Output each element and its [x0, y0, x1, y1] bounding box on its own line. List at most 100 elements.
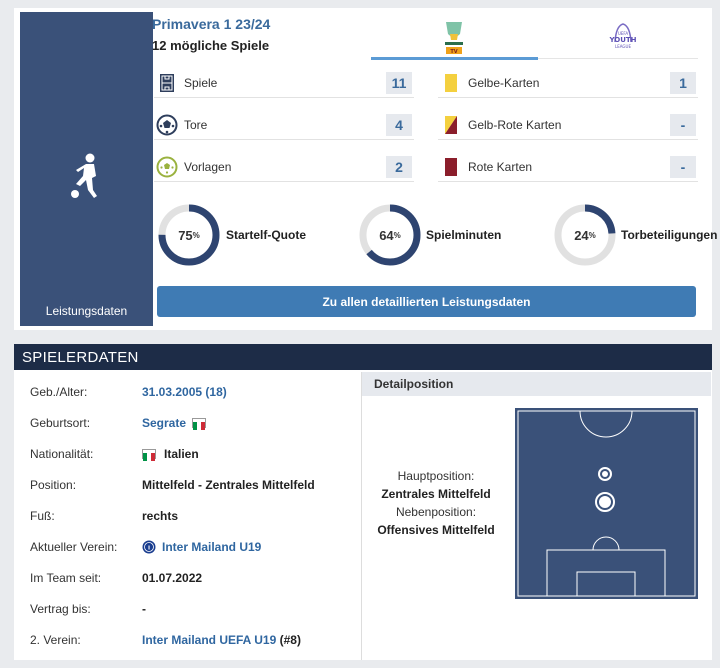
active-tab-underline — [371, 57, 538, 60]
tab-rule — [538, 58, 698, 59]
info-key: Fuß: — [30, 508, 55, 523]
inter-crest-icon: I — [142, 540, 156, 553]
stat-value[interactable]: 2 — [386, 155, 412, 178]
info-row-second-club: 2. Verein: Inter Mailand UEFA U19 (#8) — [14, 624, 359, 655]
stat-row-rote-karten: Rote Karten - — [438, 152, 698, 182]
info-row-birthplace: Geburtsort: Segrate — [14, 407, 359, 438]
donut-unit: % — [588, 230, 596, 240]
info-row-joined: Im Team seit: 01.07.2022 — [14, 562, 359, 593]
info-key: Geb./Alter: — [30, 384, 88, 399]
performance-card: Leistungsdaten Primavera 1 23/24 12 mögl… — [14, 8, 717, 330]
svg-text:LEAGUE: LEAGUE — [615, 44, 631, 49]
player-data-card: SPIELERDATEN Geb./Alter: 31.03.2005 (18)… — [14, 344, 712, 660]
info-value-joined: 01.07.2022 — [142, 570, 203, 585]
info-row-nationality: Nationalität: Italien — [14, 438, 359, 469]
info-value-foot: rechts — [142, 508, 179, 523]
performance-side-label: Leistungsdaten — [45, 304, 128, 318]
svg-text:YOUTH: YOUTH — [608, 36, 636, 44]
donut-pct: 75 — [178, 227, 193, 243]
stat-value[interactable]: 11 — [386, 71, 412, 94]
main-position-value: Zentrales Mittelfeld — [381, 487, 491, 501]
current-club-text[interactable]: Inter Mailand U19 — [162, 539, 262, 554]
second-club-number: (#8) — [279, 632, 301, 647]
yellow-red-card-icon — [440, 114, 462, 136]
stat-label: Gelb-Rote Karten — [468, 117, 562, 132]
main-position-marker — [595, 492, 615, 512]
info-value-birthdate[interactable]: 31.03.2005 (18) — [142, 384, 227, 399]
side-position-value: Offensives Mittelfeld — [377, 523, 495, 537]
primavera-logo-icon[interactable]: TV — [439, 20, 469, 56]
stat-value[interactable]: 4 — [386, 113, 412, 136]
player-data-header: SPIELERDATEN — [14, 344, 712, 370]
info-value-current-club[interactable]: I Inter Mailand U19 — [142, 540, 261, 554]
donut-chart — [554, 204, 616, 266]
donut-unit: % — [393, 230, 401, 240]
info-key: Geburtsort: — [30, 415, 91, 430]
stat-label: Spiele — [184, 75, 218, 90]
info-key: Position: — [30, 477, 77, 492]
info-key: Vertrag bis: — [30, 601, 91, 616]
info-value-contract: - — [142, 601, 146, 616]
donut-label: Startelf-Quote — [226, 228, 307, 242]
info-value-position: Mittelfeld - Zentrales Mittelfeld — [142, 477, 315, 492]
info-row-current-club: Aktueller Verein: I Inter Mailand U19 — [14, 531, 359, 562]
stat-row-tore: Tore 4 — [154, 110, 414, 140]
info-row-birth: Geb./Alter: 31.03.2005 (18) — [14, 376, 359, 407]
info-value-nationality: Italien — [142, 447, 199, 461]
italy-flag-icon — [192, 417, 207, 430]
second-club-link[interactable]: Inter Mailand UEFA U19 — [142, 632, 277, 647]
info-row-contract: Vertrag bis: - — [14, 593, 359, 624]
position-text: Hauptposition: Zentrales Mittelfeld Nebe… — [368, 467, 504, 539]
svg-text:TV: TV — [450, 49, 457, 55]
info-row-position: Position: Mittelfeld - Zentrales Mittelf… — [14, 469, 359, 500]
stat-value[interactable]: 1 — [670, 71, 696, 94]
svg-text:UEFA: UEFA — [618, 31, 628, 36]
red-card-icon — [440, 156, 462, 178]
stat-value[interactable]: - — [670, 113, 696, 136]
main-position-label: Hauptposition: — [397, 469, 475, 483]
donut-unit: % — [192, 230, 200, 240]
info-key: Aktueller Verein: — [30, 539, 118, 554]
birthplace-text[interactable]: Segrate — [142, 415, 187, 430]
uefa-youth-league-logo-icon[interactable]: UEFA YOUTH LEAGUE — [606, 22, 640, 52]
svg-text:I: I — [148, 545, 150, 551]
games-possible: 12 mögliche Spiele — [152, 38, 270, 53]
donut-pct: 24 — [574, 227, 589, 243]
performance-side-panel: Leistungsdaten — [20, 12, 153, 326]
donut-torbeteiligungen: 24% — [553, 203, 617, 267]
info-row-foot: Fuß: rechts — [14, 500, 359, 531]
stat-label: Tore — [184, 117, 208, 132]
stat-label: Vorlagen — [184, 159, 232, 174]
donut-label: Spielminuten — [426, 228, 502, 242]
donut-chart — [359, 204, 421, 266]
info-key: Nationalität: — [30, 446, 94, 461]
competition-title[interactable]: Primavera 1 23/24 — [152, 16, 271, 32]
italy-flag-icon — [142, 448, 156, 461]
donut-startelf: 75% — [157, 203, 221, 267]
stat-row-gelbe-karten: Gelbe-Karten 1 — [438, 68, 698, 98]
donut-chart — [158, 204, 220, 266]
donut-spielminuten: 64% — [358, 203, 422, 267]
info-value-birthplace[interactable]: Segrate — [142, 415, 207, 430]
stat-label: Gelbe-Karten — [468, 75, 540, 90]
pitch-diagram — [515, 408, 698, 599]
pitch-icon — [156, 72, 178, 94]
stat-value[interactable]: - — [670, 155, 696, 178]
detail-position-header: Detailposition — [362, 372, 711, 396]
yellow-card-icon — [440, 72, 462, 94]
info-key: Im Team seit: — [30, 570, 102, 585]
nationality-text: Italien — [164, 446, 199, 461]
stat-row-gelb-rote-karten: Gelb-Rote Karten - — [438, 110, 698, 140]
info-key: 2. Verein: — [30, 632, 81, 647]
detail-position-panel: Detailposition Hauptposition: Zentrales … — [361, 372, 711, 660]
assist-icon — [156, 156, 178, 178]
info-value-second-club: Inter Mailand UEFA U19 (#8) — [142, 633, 301, 647]
football-player-icon — [71, 153, 97, 198]
donut-label: Torbeteiligungen — [621, 228, 718, 242]
stat-row-vorlagen: Vorlagen 2 — [154, 152, 414, 182]
stat-label: Rote Karten — [468, 159, 533, 174]
donut-pct: 64 — [379, 227, 394, 243]
side-position-marker — [598, 467, 612, 481]
all-detailed-stats-button[interactable]: Zu allen detaillierten Leistungsdaten — [157, 286, 696, 317]
stat-row-spiele: Spiele 11 — [154, 68, 414, 98]
